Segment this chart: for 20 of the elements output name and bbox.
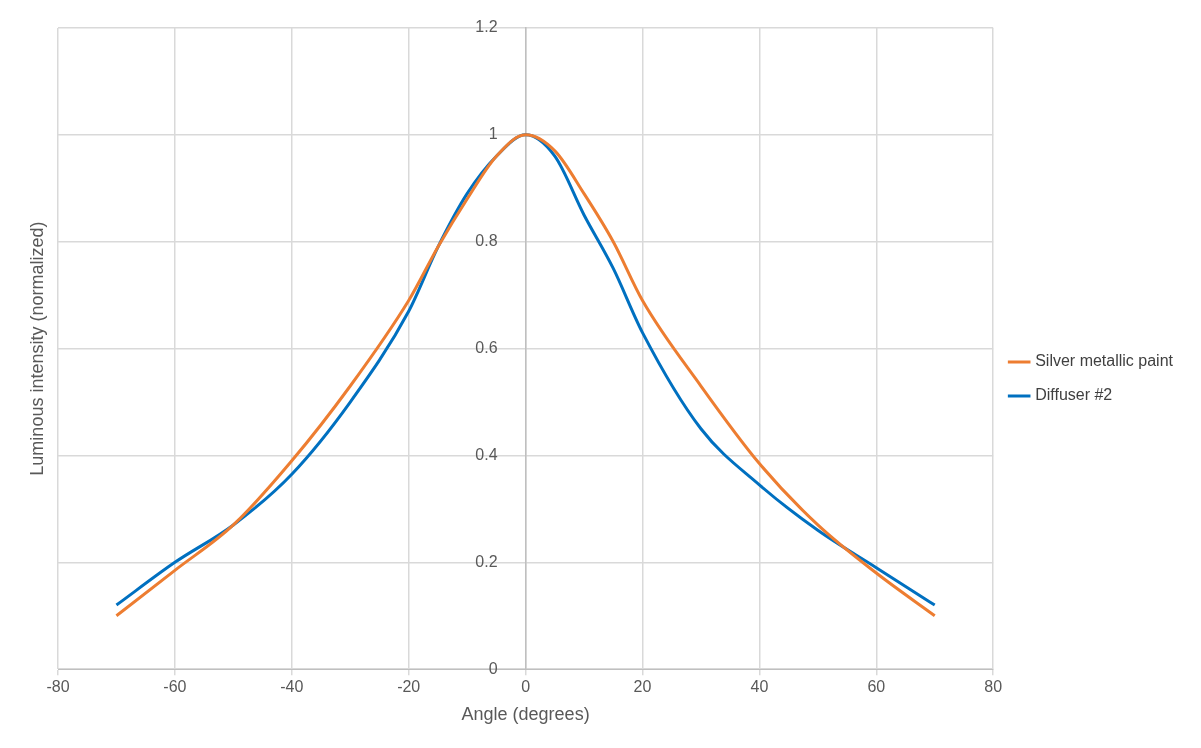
- x-tick-label: 60: [867, 678, 886, 696]
- x-tick-label: -20: [397, 678, 421, 696]
- x-axis-title: Angle (degrees): [461, 704, 590, 725]
- x-tick-label: -60: [163, 678, 187, 696]
- legend-label: Silver metallic paint: [1035, 352, 1174, 370]
- x-tick-label: 0: [521, 678, 531, 696]
- x-tick-label: -40: [280, 678, 304, 696]
- y-tick-label: 0.4: [475, 445, 498, 463]
- y-tick-label: 0: [488, 659, 498, 677]
- y-tick-label: 0.2: [475, 552, 498, 570]
- y-tick-label: 0.8: [475, 232, 498, 250]
- y-axis-title: Luminous intensity (normalized): [26, 221, 47, 476]
- x-tick-label: -80: [46, 678, 70, 696]
- x-tick-label: 40: [750, 678, 769, 696]
- y-tick-label: 1.2: [475, 18, 498, 36]
- y-tick-label: 0.6: [475, 339, 498, 357]
- x-tick-label: 80: [984, 678, 1003, 696]
- x-tick-label: 20: [633, 678, 652, 696]
- y-tick-label: 1: [488, 125, 498, 143]
- legend-label: Diffuser #2: [1035, 386, 1113, 404]
